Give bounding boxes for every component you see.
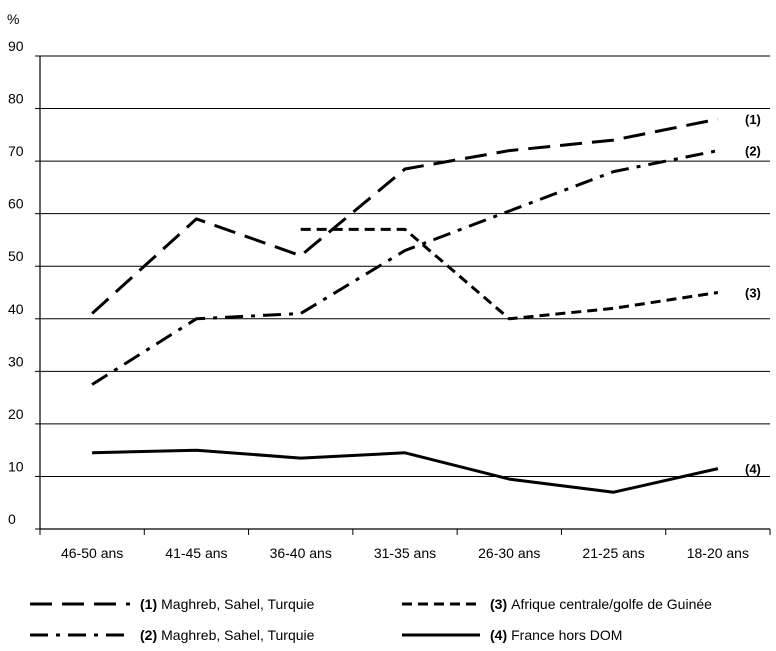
axes <box>35 55 771 535</box>
y-axis-unit-label: % <box>7 11 19 27</box>
x-tick-label: 41-45 ans <box>165 545 227 561</box>
x-tick-label: 26-30 ans <box>478 545 540 561</box>
series-end-labels: (1) (2) (3) (4) <box>745 112 761 476</box>
y-tick-label: 40 <box>8 301 24 317</box>
series-end-label-1: (1) <box>745 112 761 127</box>
x-tick-label: 21-25 ans <box>582 545 644 561</box>
y-tick-label: 20 <box>8 406 24 422</box>
series-line-2 <box>91 149 719 386</box>
y-tick-label: 80 <box>8 91 24 107</box>
series-line-1 <box>91 117 719 315</box>
series-end-label-3: (3) <box>745 286 761 301</box>
y-tick-label: 70 <box>8 143 24 159</box>
y-tick-label: 10 <box>8 458 24 474</box>
x-tick-label: 18-20 ans <box>687 545 749 561</box>
y-tick-label: 0 <box>8 511 16 527</box>
x-tick-labels: 46-50 ans 41-45 ans 36-40 ans 31-35 ans 26-3… <box>61 545 749 561</box>
x-tick-label: 36-40 ans <box>270 545 332 561</box>
series-line-3 <box>300 227 719 321</box>
x-tick-label: 46-50 ans <box>61 545 123 561</box>
y-tick-label: 50 <box>8 248 24 264</box>
y-tick-label: 30 <box>8 353 24 369</box>
series-line-4 <box>92 448 719 494</box>
series-lines <box>91 117 719 494</box>
series-end-label-4: (4) <box>745 462 761 477</box>
y-tick-labels: 0 10 20 30 40 50 60 70 80 90 <box>8 38 24 527</box>
gridlines <box>40 55 770 477</box>
y-tick-label: 90 <box>8 38 24 54</box>
y-tick-label: 60 <box>8 196 24 212</box>
x-tick-label: 31-35 ans <box>374 545 436 561</box>
series-end-label-2: (2) <box>745 144 761 159</box>
